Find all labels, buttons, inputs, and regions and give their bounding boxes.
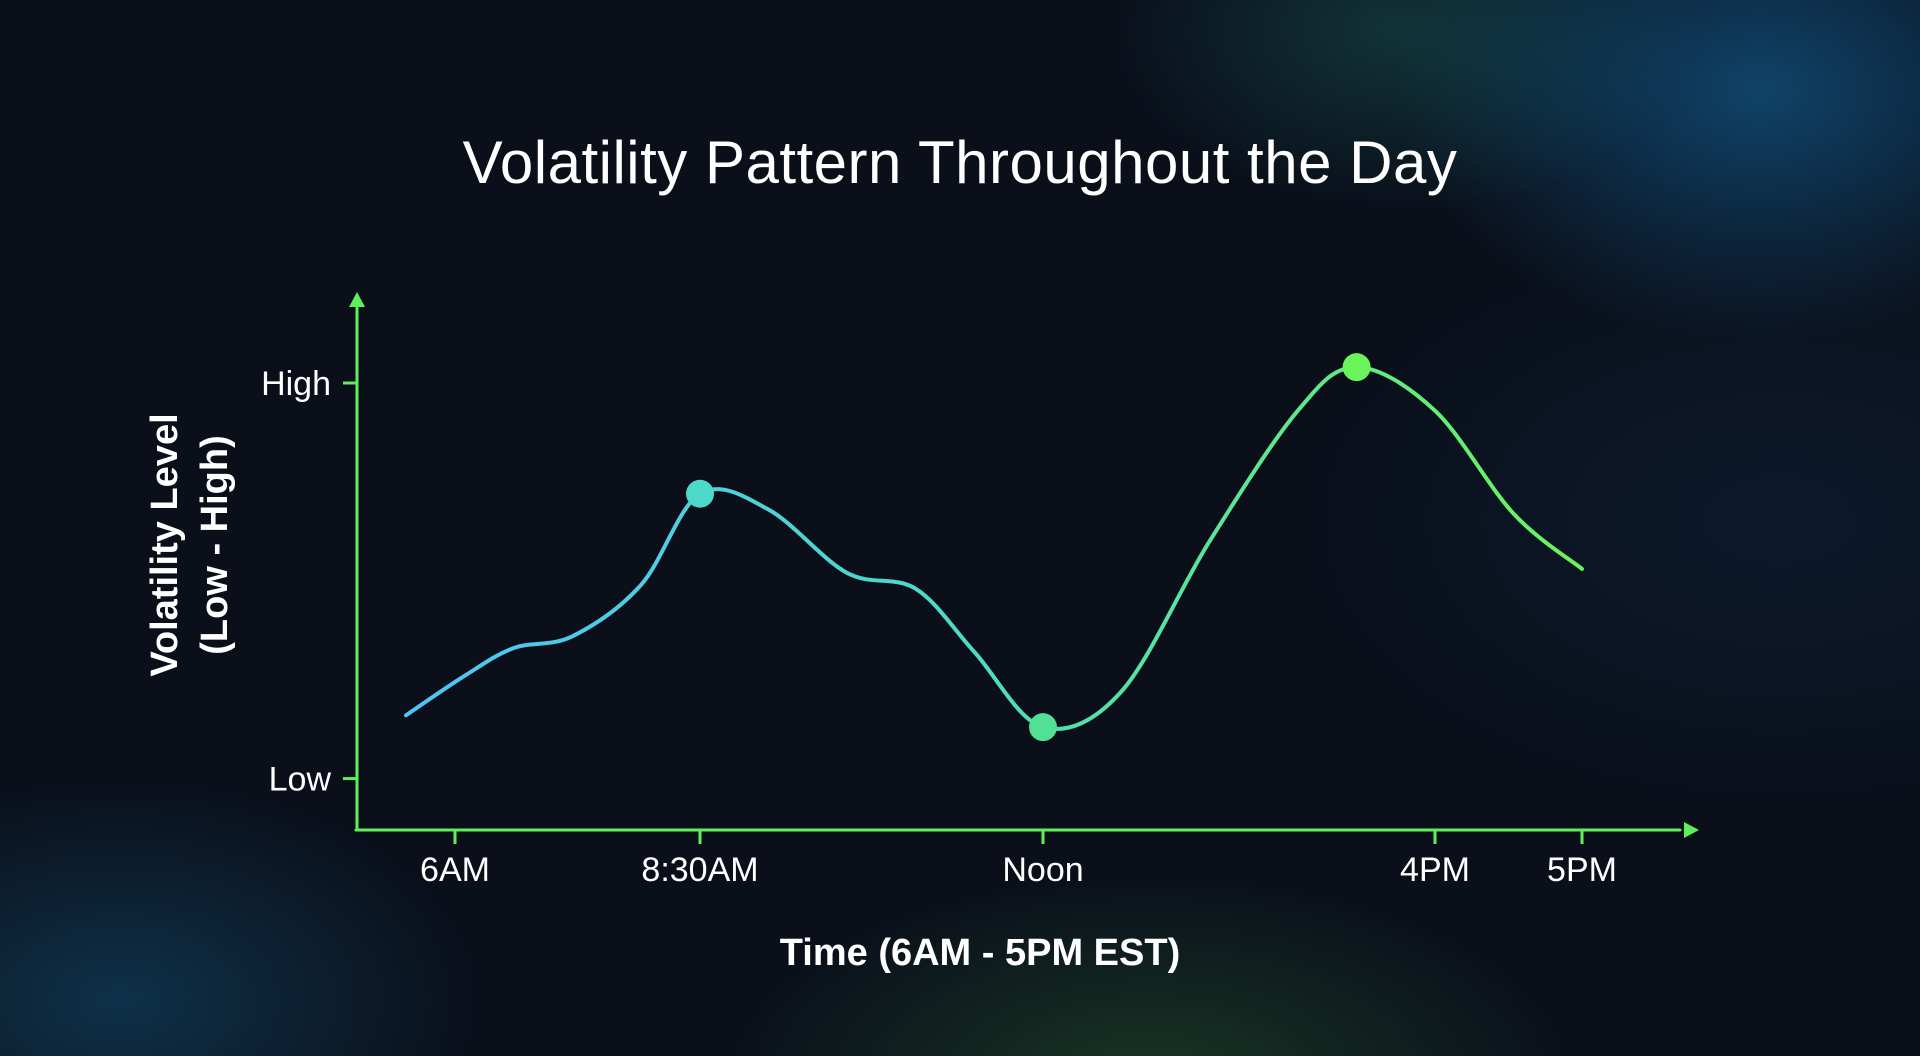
y-tick-label: Low: [269, 761, 332, 799]
highlight-point: [1029, 713, 1057, 742]
x-axis-title: Time (6AM - 5PM EST): [780, 932, 1180, 974]
chart-title: Volatility Pattern Throughout the Day: [462, 129, 1458, 196]
x-tick-label: 5PM: [1547, 851, 1617, 889]
x-axis-arrow: [1684, 822, 1699, 838]
y-axis-title-line-2: (Low - High): [194, 435, 236, 654]
highlight-point: [1342, 353, 1371, 382]
x-axis: [354, 822, 1699, 838]
x-tick-label: 6AM: [420, 851, 490, 889]
x-tick-label: 8:30AM: [641, 851, 758, 889]
x-tick-label: 4PM: [1400, 851, 1470, 889]
x-ticks: 6AM 8:30AM Noon 4PM 5PM: [420, 830, 1617, 889]
y-axis-title-line-1: Volatility Level: [144, 413, 186, 676]
y-ticks: High Low: [261, 365, 357, 799]
y-axis: [349, 292, 365, 832]
highlight-point: [686, 479, 714, 508]
y-tick-label: High: [261, 365, 331, 403]
x-tick-label: Noon: [1002, 851, 1083, 889]
y-axis-title: Volatility Level (Low - High): [144, 413, 236, 676]
highlight-markers: [686, 353, 1371, 742]
y-axis-arrow: [349, 292, 365, 307]
volatility-line: [404, 365, 1584, 731]
